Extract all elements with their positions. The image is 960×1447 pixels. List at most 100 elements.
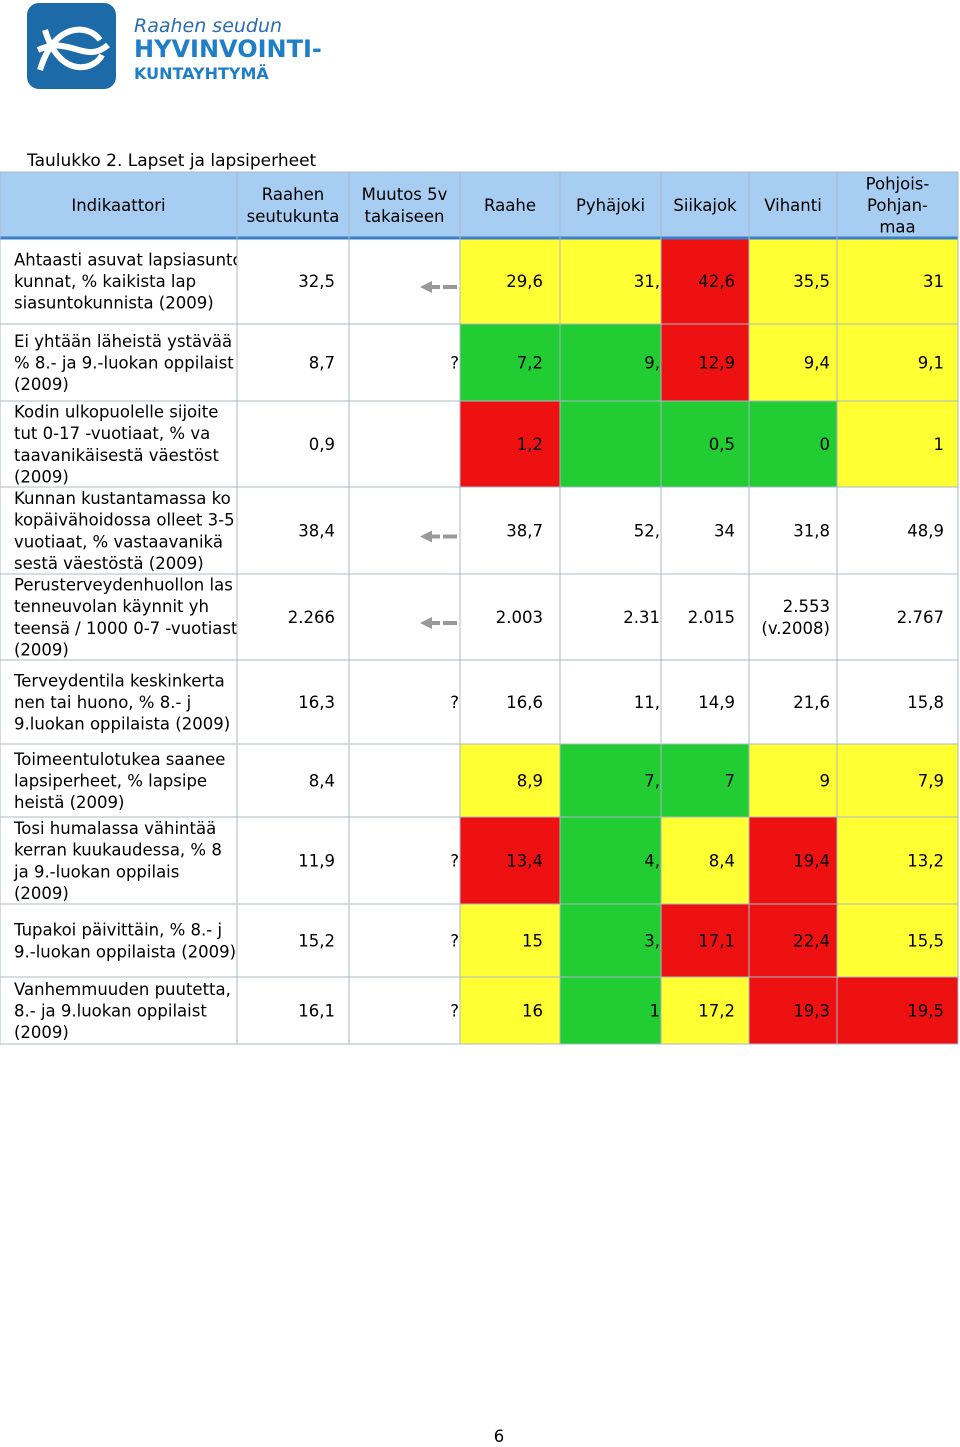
cell-value: 7: [725, 772, 736, 791]
cell-value: (v.2008): [761, 619, 830, 638]
cell-value: 2.553: [783, 597, 830, 616]
indicator-text: (2009): [14, 375, 69, 394]
cell-bg: [837, 977, 958, 1044]
column-header: Raahe: [484, 196, 536, 215]
indicator-text: Kunnan kustantamassa ko: [14, 489, 231, 508]
cell-value: 11,: [634, 693, 660, 712]
indicator-text: Tupakoi päivittäin, % 8.- j: [13, 921, 222, 940]
cell-bg: [560, 744, 661, 817]
page-number: 6: [494, 1427, 505, 1443]
cell-value: 15,5: [907, 932, 944, 951]
logo-knot: [36, 26, 110, 71]
cell-value: 8,9: [517, 772, 543, 791]
cell-value: 16,6: [506, 693, 543, 712]
cell-value: 15,8: [907, 693, 944, 712]
indicator-text: % 8.- ja 9.-luokan oppilaist: [14, 354, 234, 373]
cell-value: ?: [450, 1002, 459, 1021]
cell-value: ?: [450, 693, 459, 712]
cell-value: 32,5: [298, 272, 335, 291]
cell-bg: [749, 401, 837, 487]
cell-value: 0,9: [309, 435, 335, 454]
logo-line: HYVINVOINTI-: [134, 35, 322, 63]
cell-bg: [560, 904, 661, 977]
trend-dash: [443, 534, 457, 539]
cell-bg: [661, 401, 749, 487]
cell-value: 11,9: [298, 852, 335, 871]
trend-arrow: [420, 617, 440, 629]
cell-bg: [460, 324, 560, 401]
cell-value: 48,9: [907, 522, 944, 541]
cell-bg: [560, 817, 661, 904]
logo-line: Raahen seudun: [134, 15, 282, 37]
cell-bg: [749, 744, 837, 817]
cell-value: 2.767: [897, 608, 944, 627]
trend-arrow: [420, 530, 440, 543]
cell-bg: [560, 324, 661, 401]
cell-value: 2.266: [288, 608, 335, 627]
cell-bg: [749, 238, 837, 324]
cell-value: 8,4: [709, 852, 735, 871]
cell-value: 1,2: [517, 435, 543, 454]
cell-value: 9,: [644, 354, 660, 373]
indicator-text: vuotiaat, % vastaavanikä: [14, 532, 223, 551]
cell-value: 17,1: [698, 932, 735, 951]
cell-value: 14,9: [698, 693, 735, 712]
cell-value: 29,6: [506, 272, 543, 291]
cell-bg: [460, 904, 560, 977]
cell-bg: [661, 904, 749, 977]
trend-dash: [443, 285, 457, 289]
cell-bg: [460, 238, 560, 324]
cell-value: 52,: [634, 522, 660, 541]
indicator-text: Ei yhtään läheistä ystävää: [14, 332, 232, 351]
column-header: seutukunta: [247, 207, 340, 226]
cell-bg: [837, 904, 958, 977]
indicator-text: Vanhemmuuden puutetta,: [14, 980, 231, 999]
cell-value: 15: [522, 932, 543, 951]
indicator-text: (2009): [14, 467, 69, 486]
indicator-text: taavanikäisestä väestöst: [14, 446, 220, 465]
cell-value: 38,4: [298, 522, 335, 541]
cell-bg: [837, 401, 958, 487]
cell-value: 38,7: [506, 522, 543, 541]
column-header: Indikaattori: [71, 196, 165, 215]
logo-line: KUNTAYHTYMÄ: [134, 64, 269, 83]
cell-bg: [460, 817, 560, 904]
indicator-text: Toimeentulotukea saanee: [13, 750, 225, 769]
cell-value: 19,3: [793, 1002, 830, 1021]
indicator-text: heistä (2009): [14, 793, 124, 812]
indicator-text: kopäivähoidossa olleet 3-5: [14, 511, 235, 530]
cell-value: 8,7: [309, 354, 335, 373]
cell-value: 9,4: [804, 354, 830, 373]
cell-value: ?: [450, 354, 459, 373]
cell-value: 22,4: [793, 932, 830, 951]
cell-bg: [749, 324, 837, 401]
indicator-text: kunnat, % kaikista lap: [14, 272, 196, 291]
cell-bg: [460, 401, 560, 487]
cell-value: 16,1: [298, 1002, 335, 1021]
cell-value: 21,6: [793, 693, 830, 712]
cell-value: 12,9: [698, 354, 735, 373]
cell-bg: [661, 324, 749, 401]
cell-bg: [560, 401, 661, 487]
cell-bg: [661, 977, 749, 1044]
cell-value: 16,3: [298, 693, 335, 712]
cell-bg: [749, 904, 837, 977]
column-header: Siikajok: [673, 196, 737, 215]
cell-value: 13,4: [506, 852, 543, 871]
column-header: takaiseen: [365, 207, 445, 226]
column-header: Vihanti: [764, 196, 822, 215]
cell-bg: [560, 238, 661, 324]
cell-bg: [837, 817, 958, 904]
cell-value: 35,5: [793, 272, 830, 291]
column-header: Raahen: [262, 185, 324, 204]
cell-value: 31: [923, 272, 944, 291]
cell-bg: [661, 744, 749, 817]
cell-bg: [749, 817, 837, 904]
cell-value: 16: [522, 1002, 543, 1021]
cell-bg: [661, 817, 749, 904]
logo: Raahen seudun HYVINVOINTI- KUNTAYHTYMÄ: [27, 3, 322, 89]
indicator-text: tut 0-17 -vuotiaat, % va: [14, 424, 210, 443]
cell-bg: [837, 744, 958, 817]
indicator-text: Ahtaasti asuvat lapsiasunto: [14, 250, 243, 269]
